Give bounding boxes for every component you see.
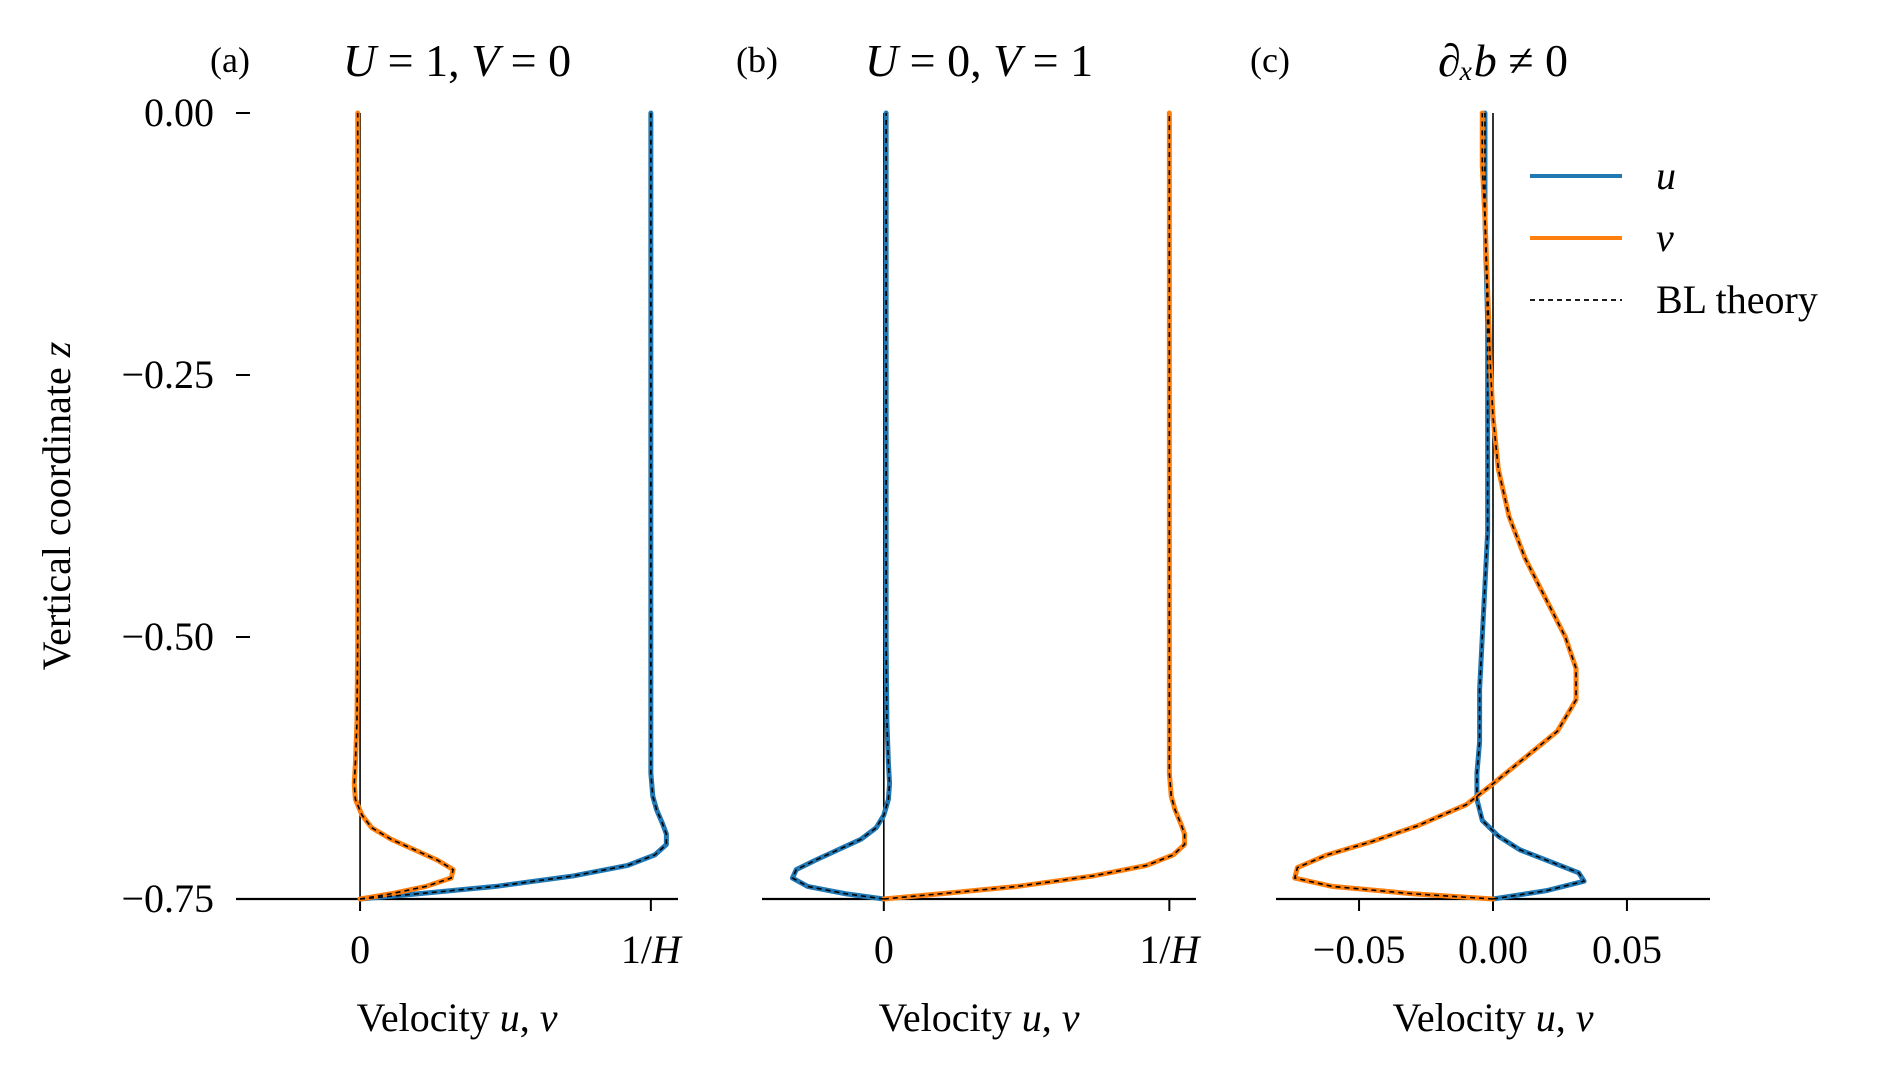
chart-panel-a: 0 1/H 0.00 −0.25 −0.50 −0.75 Vertical coordina…: [34, 35, 683, 1040]
y-tick-label: −0.50: [121, 614, 214, 659]
y-tick-label: −0.75: [121, 876, 214, 921]
x-axis-label: Velocity u, v: [356, 995, 557, 1040]
legend: uv BL theory: [1530, 153, 1818, 322]
x-tick-label: 0.00: [1458, 927, 1528, 972]
panel-title: ∂ₓb ≠ 0: [1438, 35, 1568, 86]
x-axis-label: Velocity u, v: [1392, 995, 1593, 1040]
x-tick-label: 1/H: [621, 927, 683, 972]
series-line-v: [351, 110, 456, 902]
series-line-u: [789, 110, 893, 902]
chart-panel-c: −0.05 0.00 0.05 Velocity u, v (c) ∂ₓb ≠ 0 uv BL…: [1250, 35, 1818, 1040]
series-line-v: [1292, 110, 1579, 902]
legend-label: v: [1656, 215, 1674, 260]
y-tick-label: 0.00: [144, 90, 214, 135]
series-line-u: [357, 110, 669, 902]
x-tick-label: 0: [874, 927, 894, 972]
bl-theory-line-v: [353, 113, 455, 900]
series-line-v: [881, 110, 1188, 902]
panel-title: U = 1, V = 0: [343, 35, 571, 86]
legend-label: BL theory: [1656, 277, 1818, 322]
chart-panel-b: 0 1/H Velocity u, v (b) U = 0, V = 1: [736, 35, 1201, 1040]
panel-tag: (b): [736, 40, 778, 80]
bl-theory-line-v: [1293, 113, 1577, 900]
bl-theory-line-v: [883, 113, 1186, 900]
bl-theory-line-u: [359, 113, 668, 900]
panel-tag: (c): [1250, 40, 1290, 80]
x-tick-label: 0: [350, 927, 370, 972]
panel-tag: (a): [210, 40, 250, 80]
x-tick-label: −0.05: [1313, 927, 1406, 972]
y-tick-label: −0.25: [121, 352, 214, 397]
panel-title: U = 0, V = 1: [865, 35, 1093, 86]
bl-theory-line-u: [791, 113, 891, 900]
legend-label: u: [1656, 153, 1676, 198]
x-axis-label: Velocity u, v: [878, 995, 1079, 1040]
x-tick-label: 1/H: [1139, 927, 1201, 972]
x-tick-label: 0.05: [1592, 927, 1662, 972]
bl-theory-line-u: [1476, 113, 1586, 900]
y-axis-label: Vertical coordinate z: [34, 341, 79, 670]
